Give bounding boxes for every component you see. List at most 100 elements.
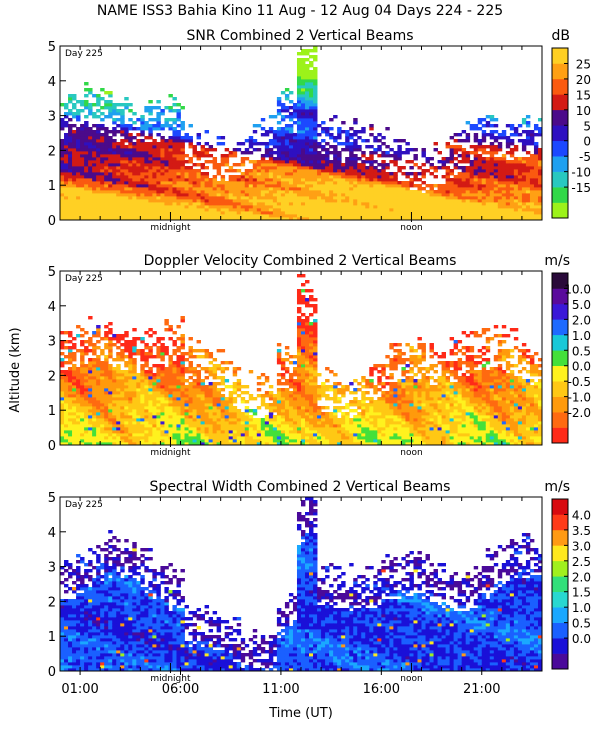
heatmap-cell [357, 163, 362, 167]
heatmap-cell [60, 121, 65, 125]
heatmap-cell [260, 382, 266, 386]
heatmap-cell [164, 376, 169, 380]
heatmap-cell [148, 136, 153, 140]
heatmap-cell [96, 382, 101, 386]
heatmap-cell [124, 124, 129, 128]
heatmap-cell [108, 391, 113, 395]
heatmap-cell [80, 364, 85, 368]
heatmap-cell [180, 436, 185, 440]
heatmap-cell [148, 160, 153, 164]
heatmap-cell [473, 160, 479, 164]
heatmap-cell [208, 373, 214, 377]
heatmap-cell [64, 370, 69, 374]
heatmap-cell [313, 202, 318, 206]
heatmap-cell [180, 433, 185, 437]
heatmap-cell [232, 439, 238, 443]
heatmap-cell [232, 442, 238, 446]
heatmap-cell [108, 403, 113, 407]
heatmap-cell [389, 181, 394, 185]
heatmap-cell [116, 370, 121, 374]
heatmap-cell [449, 178, 455, 182]
heatmap-cell [104, 358, 109, 362]
heatmap-cell [152, 166, 157, 170]
heatmap-cell [164, 349, 169, 353]
heatmap-cell [60, 145, 65, 149]
heatmap-cell [80, 211, 85, 215]
heatmap-cell [204, 412, 210, 416]
heatmap-cell [429, 205, 434, 209]
heatmap-cell [517, 172, 523, 176]
heatmap-cell [240, 181, 246, 185]
heatmap-cell [152, 403, 157, 407]
heatmap-cell [313, 172, 318, 176]
heatmap-cell [220, 403, 226, 407]
heatmap-cell [248, 424, 254, 428]
heatmap-cell [184, 217, 189, 221]
heatmap-cell [216, 427, 222, 431]
heatmap-cell [176, 109, 181, 113]
heatmap-cell [329, 166, 334, 170]
heatmap-cell [68, 130, 73, 134]
heatmap-field [60, 274, 543, 446]
heatmap-cell [385, 145, 390, 149]
heatmap-cell [188, 403, 193, 407]
heatmap-cell [381, 214, 386, 218]
heatmap-cell [112, 151, 117, 155]
heatmap-cell [264, 163, 270, 167]
heatmap-cell [469, 151, 475, 155]
heatmap-cell [176, 424, 181, 428]
heatmap-cell [292, 205, 298, 209]
heatmap-cell [156, 148, 161, 152]
heatmap-cell [176, 103, 181, 107]
heatmap-cell [437, 205, 442, 209]
heatmap-cell [104, 436, 109, 440]
heatmap-cell [505, 175, 511, 179]
heatmap-cell [84, 364, 89, 368]
heatmap-cell [260, 184, 266, 188]
heatmap-cell [172, 184, 177, 188]
heatmap-cell [244, 211, 250, 215]
heatmap-cell [397, 184, 402, 188]
heatmap-cell [313, 118, 318, 122]
heatmap-cell [92, 358, 97, 362]
heatmap-cell [288, 190, 294, 194]
heatmap-cell [533, 196, 539, 200]
heatmap-cell [212, 184, 218, 188]
heatmap-cell [533, 127, 539, 131]
heatmap-cell [485, 181, 491, 185]
heatmap-cell [112, 442, 117, 446]
heatmap-cell [240, 391, 246, 395]
heatmap-cell [497, 187, 503, 191]
heatmap-cell [212, 412, 218, 416]
heatmap-cell [200, 382, 205, 386]
heatmap-cell [96, 148, 101, 152]
heatmap-cell [301, 193, 306, 197]
heatmap-cell [176, 208, 181, 212]
heatmap-cell [180, 442, 185, 446]
heatmap-cell [132, 157, 137, 161]
heatmap-cell [92, 388, 97, 392]
heatmap-cell [272, 139, 278, 143]
heatmap-cell [104, 424, 109, 428]
heatmap-cell [228, 217, 234, 221]
heatmap-cell [84, 178, 89, 182]
heatmap-cell [276, 145, 282, 149]
heatmap-cell [132, 367, 137, 371]
heatmap-cell [284, 151, 290, 155]
heatmap-cell [505, 196, 511, 200]
heatmap-cell [216, 205, 222, 209]
heatmap-cell [184, 394, 189, 398]
heatmap-cell [100, 190, 105, 194]
heatmap-cell [108, 340, 113, 344]
heatmap-cell [264, 151, 270, 155]
heatmap-cell [284, 217, 290, 221]
heatmap-cell [172, 214, 177, 218]
heatmap-cell [84, 130, 89, 134]
heatmap-cell [373, 202, 378, 206]
heatmap-cell [84, 190, 89, 194]
heatmap-cell [172, 208, 177, 212]
heatmap-cell [156, 202, 161, 206]
heatmap-cell [196, 154, 201, 158]
heatmap-cell [144, 211, 149, 215]
heatmap-cell [96, 109, 101, 113]
